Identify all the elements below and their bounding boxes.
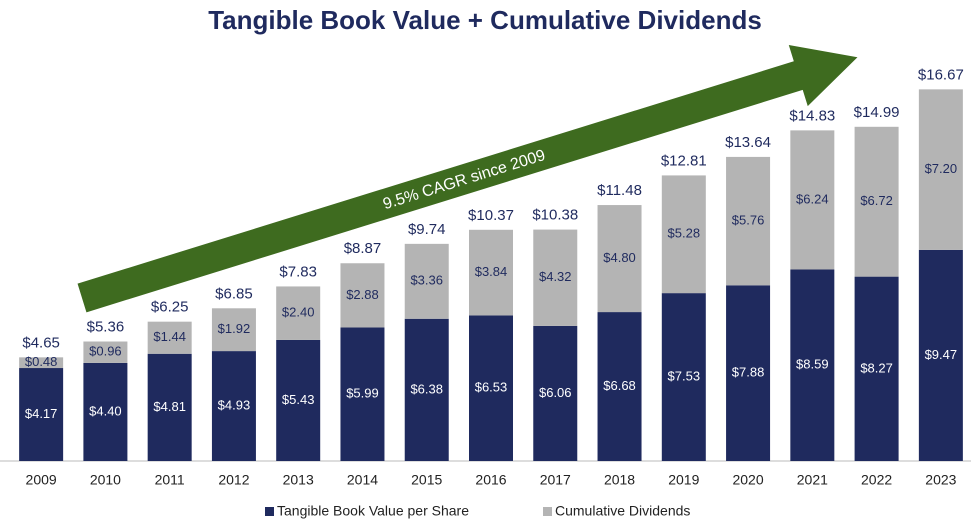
bar-segment (469, 315, 513, 461)
total-label: $11.48 (597, 182, 642, 199)
value-label: $4.32 (539, 269, 572, 284)
value-label: $0.96 (89, 344, 122, 359)
value-label: $4.81 (153, 399, 186, 414)
total-label: $10.38 (532, 207, 578, 224)
chart-title: Tangible Book Value + Cumulative Dividen… (208, 5, 762, 35)
value-label: $5.28 (668, 226, 701, 241)
legend-swatch (543, 507, 552, 516)
legend-label: Cumulative Dividends (555, 503, 690, 519)
bar-segment (597, 312, 642, 461)
x-tick-label: 2010 (90, 472, 121, 488)
bar-segment (854, 276, 899, 461)
total-label: $10.37 (468, 207, 514, 224)
bar-segment (790, 269, 835, 461)
bar-segment (661, 175, 706, 294)
value-label: $2.40 (282, 305, 315, 320)
value-label: $7.53 (668, 369, 701, 384)
arrow-shape (77, 45, 858, 313)
bar-segment (726, 156, 771, 286)
bar-segment (597, 205, 642, 313)
value-label: $8.27 (860, 360, 893, 375)
total-label: $14.99 (854, 104, 900, 121)
bar-segment (404, 318, 449, 461)
value-label: $4.80 (603, 250, 636, 265)
total-label: $16.67 (918, 66, 964, 83)
bar-segment (533, 229, 578, 326)
bar-segment (469, 229, 513, 316)
x-tick-label: 2017 (540, 472, 571, 488)
bar-segment (83, 362, 128, 461)
bar-segment (340, 327, 385, 461)
total-label: $6.85 (215, 285, 253, 302)
total-label: $7.83 (279, 263, 317, 280)
value-label: $6.72 (860, 193, 893, 208)
value-label: $3.36 (410, 273, 443, 288)
legend-label: Tangible Book Value per Share (277, 503, 469, 519)
x-tick-label: 2015 (411, 472, 442, 488)
bar-segment (340, 263, 385, 328)
value-label: $6.24 (796, 191, 829, 206)
value-label: $6.38 (410, 381, 443, 396)
bar-segment (19, 368, 64, 461)
bar-segment (661, 293, 706, 461)
bar-segment (147, 321, 192, 354)
x-tick-label: 2021 (797, 472, 828, 488)
bar-segment (19, 357, 64, 369)
x-tick-label: 2009 (26, 472, 57, 488)
total-label: $4.65 (22, 334, 60, 351)
value-label: $4.93 (218, 397, 251, 412)
bar-segment (147, 353, 192, 461)
value-label: $6.06 (539, 385, 572, 400)
value-label: $5.99 (346, 386, 379, 401)
bar-segment (276, 339, 321, 461)
bar-segment (918, 89, 963, 250)
bar-segment (276, 286, 321, 340)
bar-segment (404, 243, 449, 319)
x-tick-label: 2022 (861, 472, 892, 488)
x-tick-label: 2018 (604, 472, 635, 488)
x-tick-label: 2016 (475, 472, 506, 488)
x-tick-label: 2012 (218, 472, 249, 488)
total-label: $6.25 (151, 299, 189, 316)
value-label: $1.92 (218, 321, 251, 336)
x-tick-label: 2014 (347, 472, 378, 488)
bar-segment (854, 126, 899, 277)
value-label: $1.44 (153, 329, 186, 344)
annotation: 9.5% CAGR since 2009 (381, 147, 548, 213)
total-label: $5.36 (87, 318, 125, 335)
value-label: $6.53 (475, 380, 508, 395)
bar-segment (790, 130, 835, 270)
value-label: $3.84 (475, 264, 508, 279)
value-label: $4.17 (25, 406, 58, 421)
total-label: $14.83 (789, 107, 835, 124)
value-label: $4.40 (89, 403, 122, 418)
x-tick-label: 2011 (155, 472, 185, 488)
total-label: $9.74 (408, 221, 446, 238)
value-label: $5.76 (732, 213, 765, 228)
bar-segment (918, 249, 963, 461)
total-label: $12.81 (661, 152, 707, 169)
x-tick-label: 2020 (732, 472, 763, 488)
value-label: $7.20 (925, 161, 958, 176)
value-label: $0.48 (25, 354, 58, 369)
bar-segment (83, 341, 128, 363)
bar-segment (211, 351, 256, 461)
bar-segment (726, 285, 771, 461)
x-tick-label: 2019 (668, 472, 699, 488)
bar-segment (533, 325, 578, 461)
value-label: $9.47 (925, 347, 958, 362)
value-label: $5.43 (282, 392, 315, 407)
value-label: $7.88 (732, 365, 765, 380)
total-label: $8.87 (344, 240, 382, 257)
value-label: $6.68 (603, 378, 636, 393)
bar-segment (211, 308, 256, 352)
value-label: $2.88 (346, 287, 379, 302)
legend-swatch (265, 507, 274, 516)
total-label: $13.64 (725, 134, 771, 151)
x-tick-label: 2013 (283, 472, 314, 488)
x-tick-label: 2023 (925, 472, 956, 488)
value-label: $8.59 (796, 357, 829, 372)
